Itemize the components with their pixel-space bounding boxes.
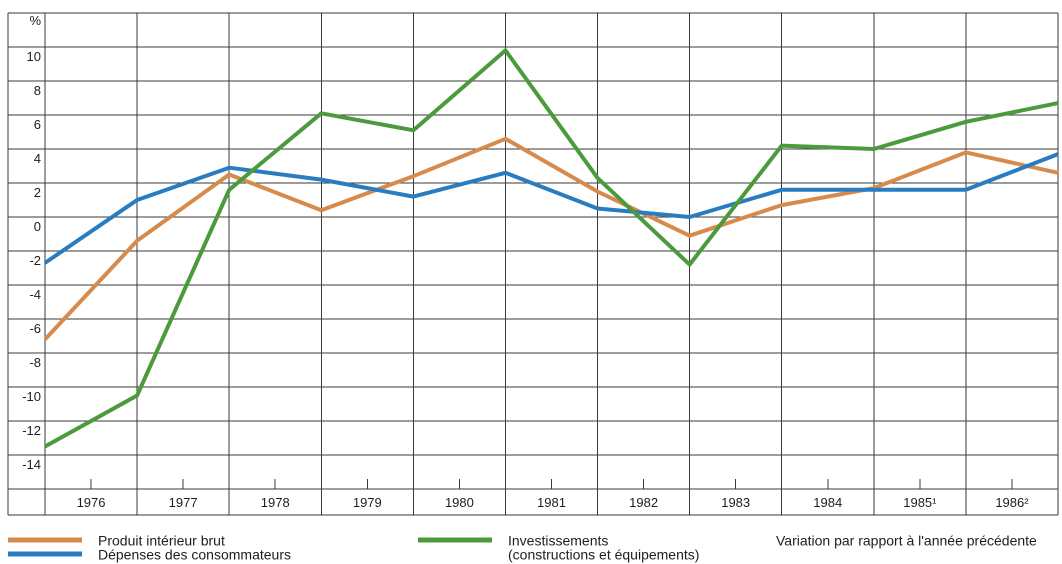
legend: Produit intérieur brut Dépenses des cons… (8, 533, 1037, 563)
y-tick-label: -14 (22, 457, 41, 472)
x-tick-label: 1980 (445, 495, 474, 510)
x-tick-label: 1979 (353, 495, 382, 510)
y-tick-label: -2 (29, 253, 41, 268)
x-axis: 1976 1977 1978 1979 1980 1981 1982 1983 1984 1985… (77, 479, 1029, 510)
y-tick-label: -4 (29, 287, 41, 302)
y-tick-label: -10 (22, 389, 41, 404)
y-axis-unit-label: % (29, 13, 41, 28)
x-tick-label: 1981 (537, 495, 566, 510)
legend-label-produit-interieur-brut: Produit intérieur brut (98, 533, 225, 549)
legend-label-investissements: Investissements (508, 533, 608, 549)
x-tick-label: 1977 (169, 495, 198, 510)
series-lines (43, 48, 1059, 449)
y-axis: % 10 8 6 4 2 0 -2 -4 -6 -8 -10 -12 -14 (22, 13, 41, 472)
legend-label-investissements-detail: (constructions et équipements) (508, 547, 699, 563)
series-line-investissements (44, 48, 1059, 449)
y-tick-label: 10 (27, 49, 41, 64)
y-tick-label: 8 (34, 83, 41, 98)
y-tick-label: 2 (34, 185, 41, 200)
y-tick-label: 6 (34, 117, 41, 132)
series-line-produit-interieur-brut (43, 136, 1059, 341)
y-tick-label: -6 (29, 321, 41, 336)
x-tick-label: 1985¹ (903, 495, 937, 510)
series-line-depenses-des-consommateurs (43, 152, 1059, 265)
x-tick-label: 1976 (77, 495, 106, 510)
y-tick-label: 4 (34, 151, 41, 166)
y-tick-label: -8 (29, 355, 41, 370)
x-tick-label: 1986² (995, 495, 1029, 510)
chart-note: Variation par rapport à l'année précéden… (776, 533, 1037, 549)
y-tick-label: -12 (22, 423, 41, 438)
y-tick-label: 0 (34, 219, 41, 234)
x-tick-label: 1978 (261, 495, 290, 510)
x-tick-label: 1983 (721, 495, 750, 510)
x-tick-label: 1982 (629, 495, 658, 510)
legend-label-depenses-des-consommateurs: Dépenses des consommateurs (98, 547, 291, 563)
x-tick-label: 1984 (813, 495, 842, 510)
